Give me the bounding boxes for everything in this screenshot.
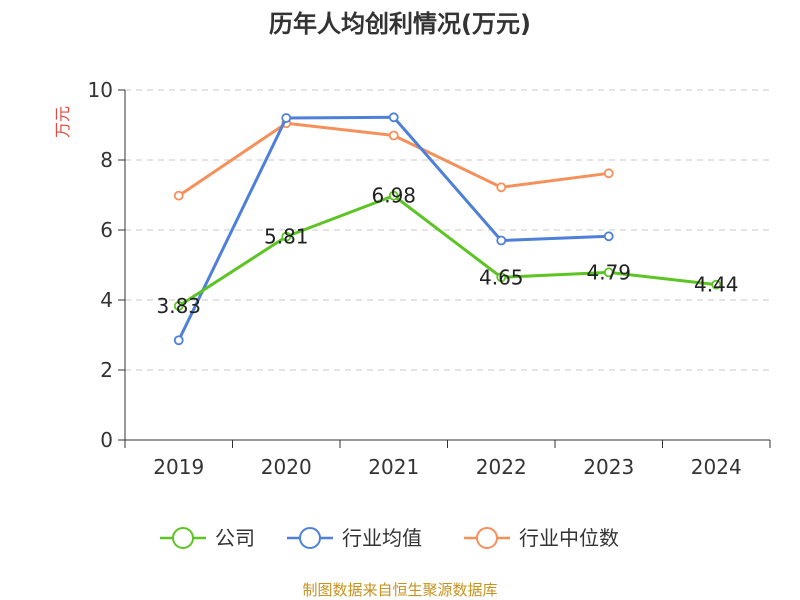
y-axis-label: 万元 xyxy=(53,106,72,138)
legend-marker xyxy=(299,527,321,549)
data-label: 4.44 xyxy=(694,273,739,297)
y-tick-label: 0 xyxy=(100,428,113,452)
data-point xyxy=(388,190,399,201)
data-point xyxy=(603,231,614,242)
data-point xyxy=(603,168,614,179)
x-tick-label: 2019 xyxy=(153,455,204,479)
legend-label: 公司 xyxy=(215,526,255,550)
y-tick-label: 2 xyxy=(100,358,113,382)
y-tick-label: 8 xyxy=(100,148,113,172)
data-label: 4.79 xyxy=(586,260,631,284)
legend-item: 行业中位数 xyxy=(464,526,619,550)
legend-marker xyxy=(172,527,194,549)
data-point xyxy=(603,267,614,278)
x-tick-label: 2022 xyxy=(476,455,527,479)
data-point xyxy=(496,272,507,283)
data-point xyxy=(281,113,292,123)
legend-label: 行业中位数 xyxy=(519,526,619,550)
data-label: 6.98 xyxy=(371,184,416,208)
data-point xyxy=(711,279,722,290)
data-point xyxy=(496,235,507,246)
data-point xyxy=(173,301,184,311)
legend-label: 行业均值 xyxy=(342,526,422,550)
data-point xyxy=(173,190,184,201)
legend-marker xyxy=(476,527,498,549)
data-point xyxy=(496,182,507,193)
data-label: 5.81 xyxy=(264,225,309,249)
grid-lines xyxy=(125,89,770,371)
legend-item: 行业均值 xyxy=(287,526,422,550)
data-label: 3.83 xyxy=(156,294,201,318)
data-labels: 3.83 5.81 6.98 4.65 4.79 4.44 xyxy=(156,184,738,318)
x-tick-label: 2020 xyxy=(261,455,312,479)
series-group xyxy=(173,112,722,346)
data-point xyxy=(173,335,184,346)
chart-title: 历年人均创利情况(万元) xyxy=(269,10,531,38)
data-point xyxy=(388,112,399,123)
legend-item: 公司 xyxy=(160,526,255,550)
x-tick-label: 2024 xyxy=(691,455,742,479)
x-tick-label: 2021 xyxy=(368,455,419,479)
data-point xyxy=(281,231,292,242)
y-tick-label: 10 xyxy=(88,78,113,102)
data-label: 4.65 xyxy=(479,265,524,289)
series-line-company xyxy=(177,194,717,308)
data-point xyxy=(388,130,399,141)
source-note: 制图数据来自恒生聚源数据库 xyxy=(302,581,497,599)
axes: 0 2 4 6 8 10 2019 2020 2021 2022 2023 2024 xyxy=(88,78,771,479)
x-tick-label: 2023 xyxy=(583,455,634,479)
legend: 公司 行业均值 行业中位数 xyxy=(160,526,619,550)
y-tick-label: 4 xyxy=(100,288,113,312)
y-tick-label: 6 xyxy=(100,218,113,242)
